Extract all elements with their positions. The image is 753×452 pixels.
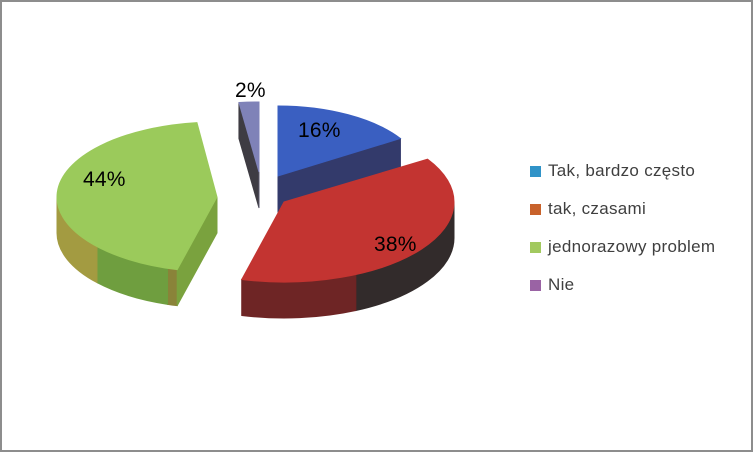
legend-swatch-icon: [530, 241, 541, 253]
legend-swatch-icon: [530, 165, 541, 177]
pie-slice-0-top: [277, 105, 402, 177]
data-label-slice-2: 44%: [83, 168, 126, 191]
pie-slice-3-top: [238, 101, 260, 173]
legend-swatch-icon: [530, 279, 541, 291]
legend-item-1: tak, czasami: [530, 190, 715, 228]
legend-label: tak, czasami: [548, 199, 647, 218]
pie-slice-2-top: [56, 122, 218, 271]
legend-label: Nie: [548, 275, 575, 294]
legend-label: Tak, bardzo często: [548, 161, 696, 180]
pie-slice-2-rim: [167, 267, 178, 307]
pie-slice-1-top: [240, 158, 455, 283]
data-label-slice-1: 38%: [374, 233, 417, 256]
legend-item-0: Tak, bardzo często: [530, 152, 715, 190]
legend: Tak, bardzo często tak, czasami jednoraz…: [530, 152, 715, 304]
legend-item-2: jednorazowy problem: [530, 228, 715, 266]
data-label-slice-0: 16%: [298, 119, 341, 142]
legend-label: jednorazowy problem: [548, 237, 716, 256]
data-label-slice-3: 2%: [235, 79, 266, 102]
legend-item-3: Nie: [530, 266, 715, 304]
legend-swatch-icon: [530, 203, 541, 215]
